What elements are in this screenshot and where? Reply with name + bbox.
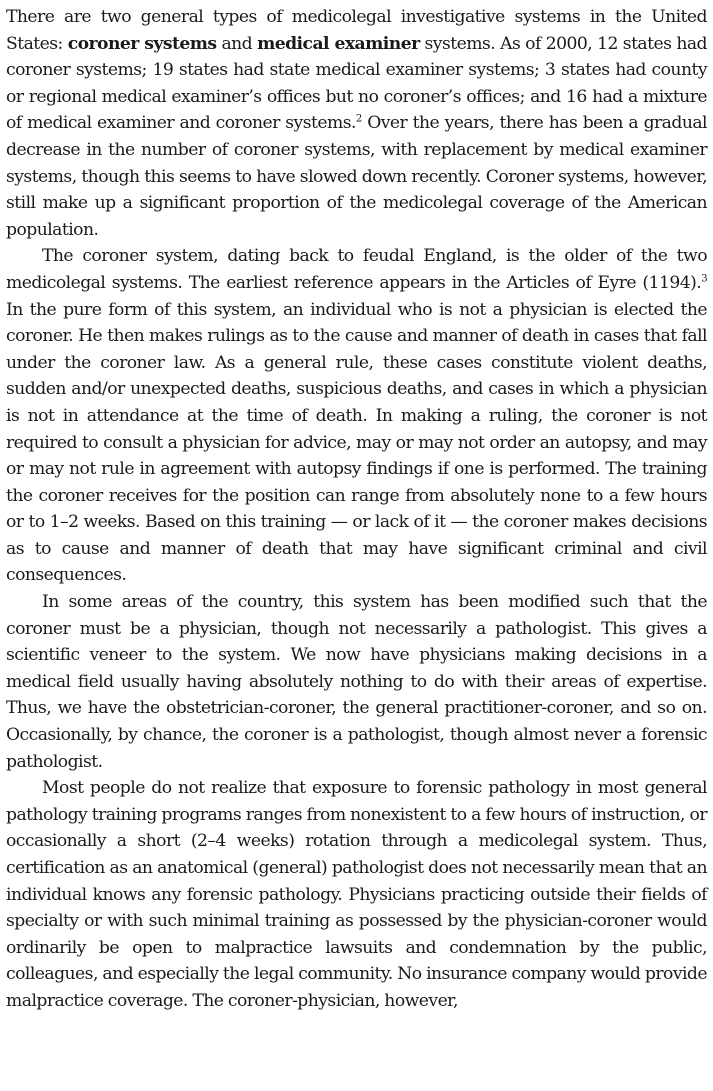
text-segment: Over the years, there has been a gradual… <box>6 113 708 240</box>
footnote-ref-3: 3 <box>701 273 707 285</box>
text-segment: There are two general types of medicoleg… <box>6 7 708 54</box>
text-segment: In some areas of the country, this syste… <box>6 592 708 772</box>
text-segment: and <box>216 33 258 54</box>
paragraph-pathology-training: Most people do not realize that exposure… <box>6 775 708 1014</box>
paragraph-systems-overview: There are two general types of medicoleg… <box>6 4 708 243</box>
text-segment: The coroner system, dating back to feuda… <box>6 246 708 293</box>
text-segment: In the pure form of this system, an indi… <box>6 299 708 586</box>
text-segment: Most people do not realize that exposure… <box>6 778 708 1011</box>
paragraph-coroner-history: The coroner system, dating back to feuda… <box>6 243 708 589</box>
paragraph-physician-coroner: In some areas of the country, this syste… <box>6 589 708 775</box>
term-coroner-systems: coroner systems <box>67 33 217 54</box>
term-medical-examiner: medical examiner <box>257 33 420 54</box>
footnote-ref-2: 2 <box>355 113 362 125</box>
text-segment: systems. As of 2000, 12 states had coron… <box>6 33 708 134</box>
